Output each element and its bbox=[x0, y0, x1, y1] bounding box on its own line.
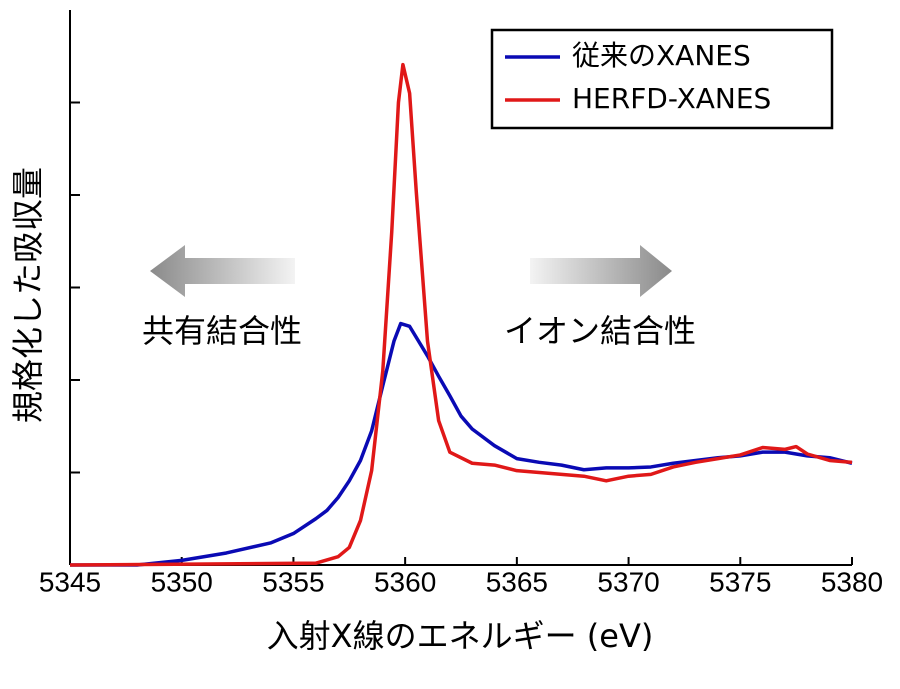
series-line bbox=[69, 62, 853, 567]
arrow-right bbox=[530, 245, 672, 297]
x-axis-label: 入射X線のエネルギー (eV) bbox=[267, 617, 654, 655]
annotation: 共有結合性 bbox=[142, 312, 302, 350]
series-line bbox=[70, 321, 853, 567]
arrow-left bbox=[150, 245, 295, 297]
legend-label: 従来のXANES bbox=[572, 39, 751, 72]
x-tick-label: 5350 bbox=[151, 566, 213, 597]
annotation: イオン結合性 bbox=[504, 312, 696, 350]
legend-label: HERFD-XANES bbox=[572, 82, 771, 115]
x-tick-label: 5360 bbox=[374, 566, 436, 597]
x-tick-label: 5365 bbox=[486, 566, 548, 597]
x-tick-label: 5375 bbox=[709, 566, 771, 597]
x-tick-label: 5370 bbox=[597, 566, 659, 597]
x-tick-label: 5355 bbox=[262, 566, 324, 597]
x-tick-label: 5345 bbox=[39, 566, 101, 597]
legend-box bbox=[490, 28, 834, 130]
x-tick-label: 5380 bbox=[821, 566, 883, 597]
y-axis-label: 規格化した吸収量 bbox=[9, 167, 47, 423]
